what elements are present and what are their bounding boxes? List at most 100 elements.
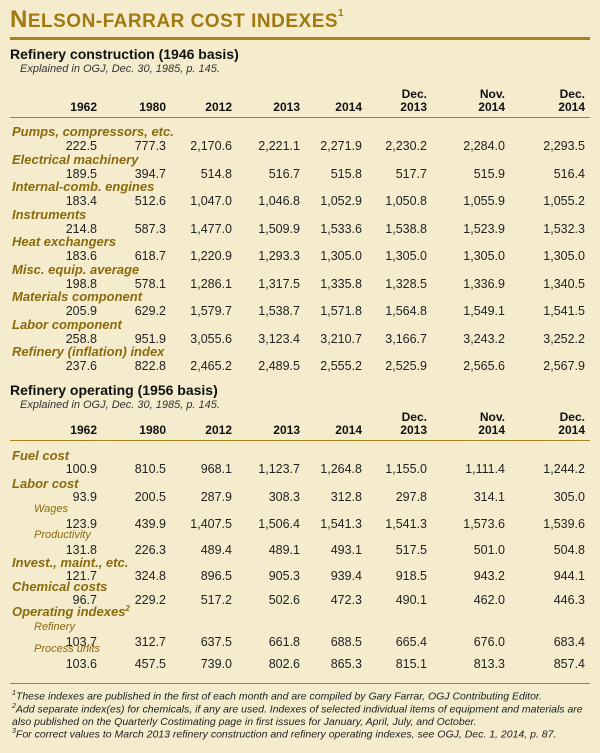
table-cell: 968.1: [200, 462, 232, 476]
table-cell: 297.8: [395, 490, 427, 504]
table-cell: 287.9: [200, 490, 232, 504]
table-cell: 1,532.3: [543, 221, 585, 236]
footnote-text: Add separate index(es) for chemicals, if…: [12, 703, 583, 728]
table-cell: 123.9: [65, 517, 97, 531]
row-label: Fuel cost: [12, 448, 70, 463]
column-header: 1980: [96, 424, 166, 437]
table-cell: 676.0: [473, 635, 505, 649]
table-cell: 1,052.9: [320, 194, 362, 208]
table-cell: 1,220.9: [190, 249, 232, 263]
table-cell: 308.3: [268, 490, 300, 504]
table-cell: 462.0: [473, 593, 505, 607]
table-cell: 618.7: [134, 249, 166, 263]
table-cell: 103.6: [65, 657, 97, 671]
row-sublabel: Wages: [34, 503, 69, 515]
table-cell: 1,523.9: [463, 221, 505, 236]
table-cell: 2,293.5: [543, 139, 585, 153]
column-header-line: 2014: [558, 100, 585, 114]
table-cell: 2,170.6: [190, 139, 232, 153]
table-cell: 810.5: [134, 462, 166, 476]
table-cell: 2,489.5: [258, 359, 300, 373]
table-cell: 312.8: [330, 490, 362, 504]
table-cell: 1,305.0: [320, 249, 362, 263]
table-cell: 493.1: [330, 543, 362, 557]
table-cell: 1,509.9: [258, 221, 300, 236]
row-sublabel: Productivity: [34, 529, 91, 541]
table-cell: 1,541.3: [320, 517, 362, 531]
table-cell: 587.3: [134, 221, 166, 236]
table-cell: 324.8: [134, 569, 166, 583]
table-cell: 394.7: [134, 166, 166, 181]
table-cell: 918.5: [395, 569, 427, 583]
table-cell: 446.3: [553, 593, 585, 607]
table-cell: 1,571.8: [320, 304, 362, 318]
table-cell: 1,477.0: [190, 221, 232, 236]
table-cell: 1,293.3: [258, 249, 300, 263]
construction-title: Refinery construction (1946 basis): [10, 46, 239, 62]
table-cell: 1,541.5: [543, 304, 585, 318]
table-cell: 1,579.7: [190, 304, 232, 318]
table-cell: 516.4: [553, 166, 585, 181]
table-cell: 515.9: [473, 166, 505, 181]
column-header-line: 2013: [400, 423, 427, 437]
table-cell: 2,525.9: [385, 359, 427, 373]
table-cell: 457.5: [134, 657, 166, 671]
table-cell: 1,264.8: [320, 462, 362, 476]
row-sublabel: Process units: [34, 643, 101, 655]
column-header-line: Dec.: [559, 87, 585, 101]
column-header-line: Nov.: [479, 410, 505, 424]
table-cell: 237.6: [65, 359, 97, 373]
table-cell: 1,050.8: [385, 194, 427, 208]
column-header: Nov. 2014: [435, 88, 505, 114]
table-cell: 1,336.9: [463, 276, 505, 291]
footnote-mark: 2: [12, 703, 16, 710]
column-header-line: 2012: [205, 100, 232, 114]
table-cell: 2,284.0: [463, 139, 505, 153]
column-header-line: 2012: [205, 423, 232, 437]
table-cell: 1,286.1: [190, 276, 232, 291]
table-cell: 2,555.2: [320, 359, 362, 373]
table-cell: 1,506.4: [258, 517, 300, 531]
table-cell: 200.5: [134, 490, 166, 504]
row-label: Labor cost: [12, 476, 79, 491]
column-header-line: 2014: [558, 423, 585, 437]
table-cell: 305.0: [553, 490, 585, 504]
table-cell: 312.7: [134, 635, 166, 649]
row-label: Invest., maint., etc.: [12, 555, 129, 570]
column-header: 2013: [230, 101, 300, 114]
row-label: Pumps, compressors, etc.: [12, 124, 174, 139]
table-cell: 688.5: [330, 635, 362, 649]
table-cell: 2,465.2: [190, 359, 232, 373]
table-cell: 896.5: [200, 569, 232, 583]
table-cell: 777.3: [134, 139, 166, 153]
table-cell: 1,305.0: [385, 249, 427, 263]
table-cell: 490.1: [395, 593, 427, 607]
table-cell: 951.9: [134, 331, 166, 346]
table-cell: 501.0: [473, 543, 505, 557]
row-label: Materials component: [12, 289, 143, 304]
table-cell: 1,155.0: [385, 462, 427, 476]
column-header-line: Dec.: [559, 410, 585, 424]
column-header-line: 1980: [139, 423, 166, 437]
table-cell: 944.1: [553, 569, 585, 583]
table-cell: 3,055.6: [190, 331, 232, 346]
table-cell: 1,123.7: [258, 462, 300, 476]
column-header: Nov. 2014: [435, 411, 505, 437]
column-header-line: 2013: [400, 100, 427, 114]
table-cell: 1,573.6: [463, 517, 505, 531]
table-cell: 683.4: [553, 635, 585, 649]
row-label: Heat exchangers: [12, 234, 117, 249]
table-cell: 1,340.5: [543, 276, 585, 291]
table-cell: 813.3: [473, 657, 505, 671]
table-cell: 637.5: [200, 635, 232, 649]
table-cell: 1,111.4: [465, 462, 505, 476]
column-header-line: 2013: [273, 100, 300, 114]
table-cell: 512.6: [134, 194, 166, 208]
column-header-line: 2013: [273, 423, 300, 437]
column-header: Dec. 2014: [515, 88, 585, 114]
table-cell: 502.6: [268, 593, 300, 607]
table-cell: 516.7: [268, 166, 300, 181]
table-cell: 183.4: [65, 194, 97, 208]
table-cell: 229.2: [134, 593, 166, 607]
table-cell: 517.7: [395, 166, 427, 181]
